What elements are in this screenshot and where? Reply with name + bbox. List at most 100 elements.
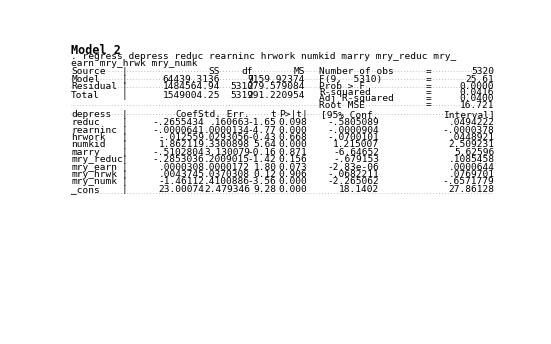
Text: 5310: 5310 [230, 82, 253, 91]
Text: Prob > F: Prob > F [319, 82, 365, 91]
Text: 64439.3136: 64439.3136 [163, 75, 220, 84]
Text: 0.0416: 0.0416 [460, 88, 494, 97]
Text: hrwork: hrwork [71, 133, 106, 142]
Text: |: | [122, 148, 127, 157]
Text: |: | [122, 155, 127, 164]
Text: 3.130079: 3.130079 [204, 148, 250, 157]
Text: marry: marry [71, 148, 100, 157]
Text: depress: depress [71, 110, 111, 119]
Text: .2009015: .2009015 [204, 155, 250, 164]
Text: -2.83e-06: -2.83e-06 [327, 163, 379, 172]
Text: |: | [122, 110, 127, 119]
Text: .1085458: .1085458 [449, 155, 494, 164]
Text: mry_numk: mry_numk [71, 178, 117, 186]
Text: 0.000: 0.000 [279, 126, 307, 135]
Text: 0.156: 0.156 [279, 155, 307, 164]
Text: . regress depress reduc rearninc hrwork numkid marry mry_reduc mry_: . regress depress reduc rearninc hrwork … [71, 52, 456, 61]
Text: Total: Total [71, 91, 100, 100]
Text: 5319: 5319 [230, 91, 253, 100]
Text: -3.56: -3.56 [248, 178, 277, 186]
Text: =: = [425, 88, 431, 97]
Text: 0.0000: 0.0000 [460, 82, 494, 91]
Text: Std. Err.: Std. Err. [198, 110, 250, 119]
Text: 9: 9 [247, 75, 253, 84]
Text: .160663: .160663 [210, 118, 250, 127]
Text: 279.579084: 279.579084 [248, 82, 305, 91]
Text: -.0000904: -.0000904 [327, 126, 379, 135]
Text: [95% Conf.: [95% Conf. [321, 110, 379, 119]
Text: .0000172: .0000172 [204, 163, 250, 172]
Text: reduc: reduc [71, 118, 100, 127]
Text: -.2853036: -.2853036 [153, 155, 204, 164]
Text: Interval]: Interval] [442, 110, 494, 119]
Text: 291.220954: 291.220954 [248, 91, 305, 100]
Text: Source: Source [71, 67, 106, 76]
Text: Root MSE: Root MSE [319, 100, 365, 110]
Text: -.5805089: -.5805089 [327, 118, 379, 127]
Text: 27.86128: 27.86128 [449, 185, 494, 194]
Text: .0370308: .0370308 [204, 170, 250, 179]
Text: .3300898: .3300898 [204, 140, 250, 149]
Text: |: | [122, 140, 127, 149]
Text: _cons: _cons [71, 185, 100, 194]
Text: -1.42: -1.42 [248, 155, 277, 164]
Text: 5.64: 5.64 [253, 140, 277, 149]
Text: .0000644: .0000644 [449, 163, 494, 172]
Text: -0.43: -0.43 [248, 133, 277, 142]
Text: Residual: Residual [71, 82, 117, 91]
Text: .0448921: .0448921 [449, 133, 494, 142]
Text: 1.80: 1.80 [253, 163, 277, 172]
Text: 1549004.25: 1549004.25 [163, 91, 220, 100]
Text: 2.479346: 2.479346 [204, 185, 250, 194]
Text: |: | [122, 133, 127, 142]
Text: 9.28: 9.28 [253, 185, 277, 194]
Text: t: t [271, 110, 277, 119]
Text: -.012559: -.012559 [159, 133, 204, 142]
Text: |: | [122, 163, 127, 172]
Text: 5320: 5320 [471, 67, 494, 76]
Text: 1.862119: 1.862119 [159, 140, 204, 149]
Text: .0043745: .0043745 [159, 170, 204, 179]
Text: 0.000: 0.000 [279, 185, 307, 194]
Text: |: | [122, 91, 127, 100]
Text: -.5102804: -.5102804 [153, 148, 204, 157]
Text: |: | [122, 118, 127, 127]
Text: Coef.: Coef. [176, 110, 204, 119]
Text: |: | [122, 185, 127, 194]
Text: |: | [122, 170, 127, 179]
Text: |: | [122, 75, 127, 84]
Text: 0.668: 0.668 [279, 133, 307, 142]
Text: -6.64652: -6.64652 [333, 148, 379, 157]
Text: 5.62596: 5.62596 [454, 148, 494, 157]
Text: Number of obs: Number of obs [319, 67, 394, 76]
Text: Model 2: Model 2 [71, 44, 121, 57]
Text: =: = [425, 75, 431, 84]
Text: |: | [122, 67, 127, 76]
Text: 0.000: 0.000 [279, 178, 307, 186]
Text: numkid: numkid [71, 140, 106, 149]
Text: =: = [425, 67, 431, 76]
Text: mry_earn: mry_earn [71, 163, 117, 172]
Text: -2.265062: -2.265062 [327, 178, 379, 186]
Text: -.0000378: -.0000378 [442, 126, 494, 135]
Text: 18.1402: 18.1402 [339, 185, 379, 194]
Text: P>|t|: P>|t| [279, 110, 307, 119]
Text: |: | [122, 178, 127, 186]
Text: |: | [122, 82, 127, 91]
Text: -.0700101: -.0700101 [327, 133, 379, 142]
Text: 23.00074: 23.00074 [159, 185, 204, 194]
Text: 0.871: 0.871 [279, 148, 307, 157]
Text: .0000134: .0000134 [204, 126, 250, 135]
Text: earn mry_hrwk mry_numk: earn mry_hrwk mry_numk [71, 59, 198, 68]
Text: .4100886: .4100886 [204, 178, 250, 186]
Text: 0.073: 0.073 [279, 163, 307, 172]
Text: 0.12: 0.12 [253, 170, 277, 179]
Text: -0.16: -0.16 [248, 148, 277, 157]
Text: 0.906: 0.906 [279, 170, 307, 179]
Text: .0769701: .0769701 [449, 170, 494, 179]
Text: 7159.92374: 7159.92374 [248, 75, 305, 84]
Text: 1.215007: 1.215007 [333, 140, 379, 149]
Text: MS: MS [294, 67, 305, 76]
Text: -.0000641: -.0000641 [153, 126, 204, 135]
Text: SS: SS [208, 67, 220, 76]
